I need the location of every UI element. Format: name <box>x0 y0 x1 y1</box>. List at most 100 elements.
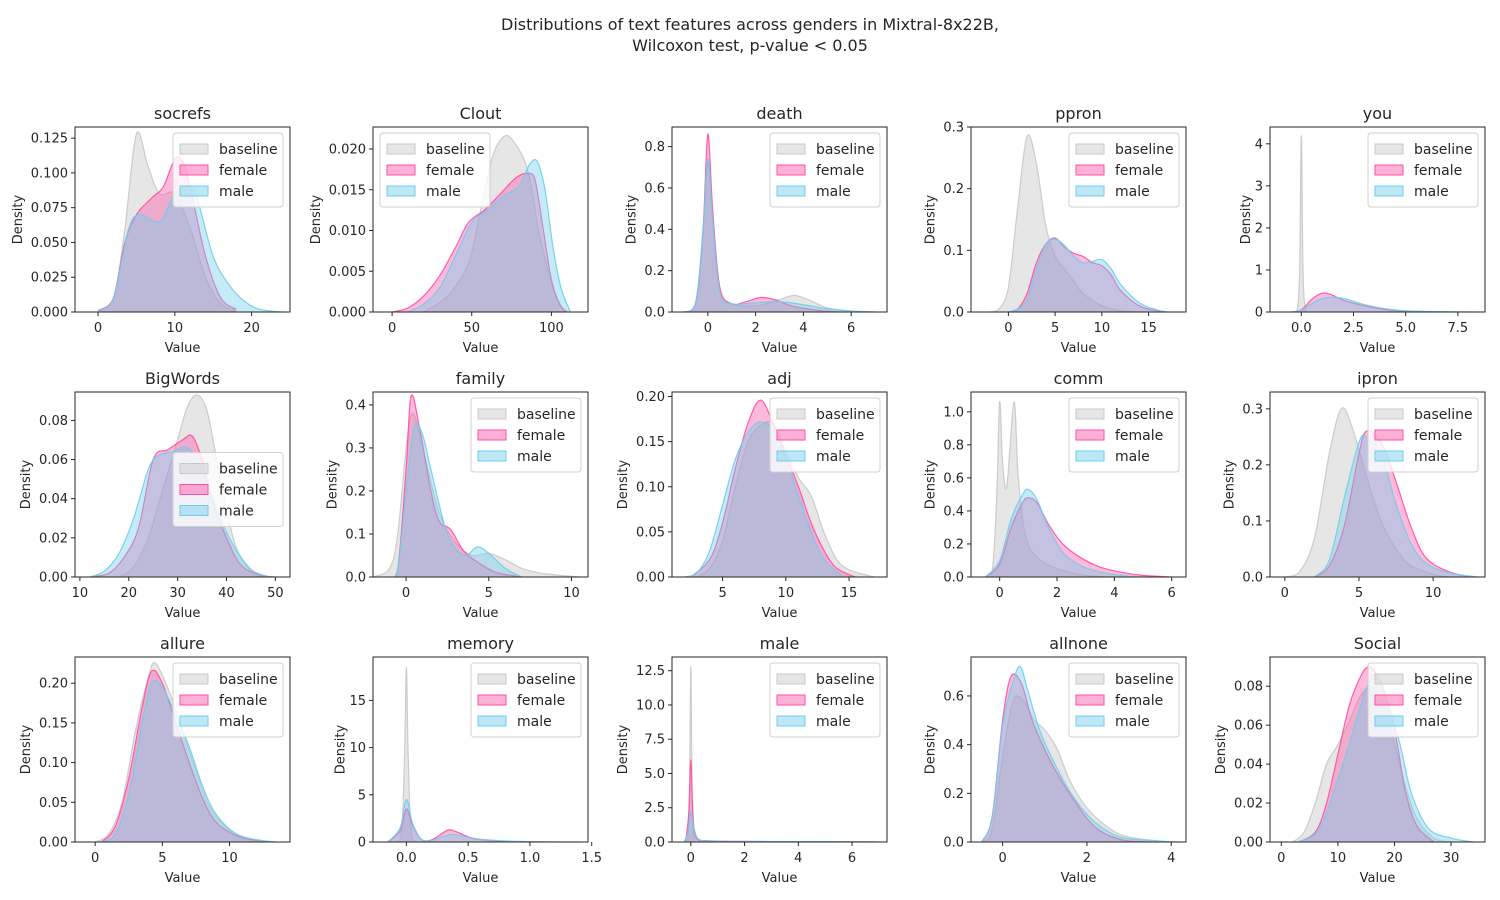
density-line-male <box>1290 296 1479 312</box>
y-tick-label: 0.2 <box>345 484 366 499</box>
density-line-female <box>89 434 276 577</box>
x-tick-label: 10 <box>221 851 238 866</box>
y-tick-label: 0.015 <box>329 183 366 198</box>
density-fill-male <box>684 421 843 577</box>
y-axis-label: Density <box>325 459 340 509</box>
x-tick-label: 100 <box>539 321 564 336</box>
y-tick-label: 0.0 <box>644 306 665 321</box>
x-axis-label: Value <box>762 341 798 356</box>
density-areas <box>391 134 572 312</box>
y-tick-label: 0.02 <box>1234 797 1263 812</box>
x-axis-label: Value <box>463 606 499 621</box>
legend-label-female: female <box>1115 693 1163 709</box>
density-fill-male <box>981 666 1180 842</box>
subplot-you: you 0.0 2.5 5.0 7.5 0 1 2 3 4 Value Density baseline… <box>1239 104 1486 356</box>
legend-swatch-female <box>1075 164 1105 176</box>
figure-suptitle: Distributions of text features across ge… <box>0 14 1500 56</box>
legend-box <box>1068 132 1180 208</box>
y-axis-label: Density <box>19 459 34 509</box>
subplot-title: ipron <box>1357 369 1398 388</box>
density-line-male <box>683 158 876 312</box>
y-tick-label: 0 <box>358 836 366 851</box>
y-tick-label: 0.2 <box>943 787 964 802</box>
subplot-allnone: allnone 0 2 4 0.0 0.2 0.4 0.6 Value Density baseli… <box>923 634 1187 886</box>
density-line-male <box>89 446 271 577</box>
legend: baseline female male <box>1068 662 1180 738</box>
axes-frame <box>74 656 291 843</box>
legend-swatch-baseline <box>477 673 507 685</box>
legend-label-male: male <box>1115 184 1150 200</box>
legend-swatch-male <box>1075 185 1105 197</box>
legend-swatch-female <box>1075 429 1105 441</box>
legend-swatch-male <box>1075 715 1105 727</box>
legend-swatch-female <box>179 164 209 176</box>
x-tick-label: 30 <box>1443 851 1460 866</box>
y-tick-label: 10.0 <box>636 698 665 713</box>
x-tick-label: 2.5 <box>1343 321 1364 336</box>
legend-label-female: female <box>517 428 565 444</box>
legend-label-male: male <box>1414 714 1449 730</box>
x-tick-label: 5 <box>485 586 493 601</box>
x-tick-label: 10 <box>778 586 795 601</box>
y-tick-label: 0.0 <box>943 306 964 321</box>
y-tick-label: 3 <box>1255 179 1263 194</box>
legend-label-male: male <box>1414 184 1449 200</box>
y-tick-label: 0.0 <box>1242 571 1263 586</box>
legend-label-baseline: baseline <box>1414 672 1473 688</box>
legend: baseline female male <box>1068 132 1180 208</box>
density-areas <box>984 401 1172 577</box>
x-tick-label: 10 <box>1094 321 1111 336</box>
subplot-male: male 0 2 4 6 0.0 2.5 5.0 7.5 10.0 12.5 Value Density… <box>616 634 888 886</box>
y-tick-label: 0.8 <box>644 140 665 155</box>
y-tick-label: 0.06 <box>1234 719 1263 734</box>
legend-label-baseline: baseline <box>1115 407 1174 423</box>
x-tick-label: 50 <box>267 586 284 601</box>
y-tick-label: 0.05 <box>39 796 68 811</box>
subplot-title: death <box>756 104 802 123</box>
axes-frame <box>671 126 888 313</box>
legend-swatch-baseline <box>179 143 209 155</box>
y-tick-label: 0.010 <box>329 224 366 239</box>
subplot-family: family 0 5 10 0.0 0.1 0.2 0.3 0.4 Value Density bas… <box>325 369 589 621</box>
subplot-title: Social <box>1354 634 1401 653</box>
legend-swatch-male <box>179 715 209 727</box>
legend: baseline female male <box>1367 132 1479 208</box>
density-fill-baseline <box>373 413 580 577</box>
y-tick-label: 0.20 <box>39 677 68 692</box>
x-tick-label: 2 <box>1053 586 1061 601</box>
subplot-adj: adj 5 10 15 0.00 0.05 0.10 0.15 0.20 Value Density… <box>616 369 888 621</box>
legend-label-female: female <box>1414 428 1462 444</box>
density-areas <box>989 134 1168 312</box>
density-areas <box>387 666 580 842</box>
density-fill-female <box>981 673 1151 842</box>
x-tick-label: 2 <box>740 851 748 866</box>
density-fill-male <box>389 422 522 577</box>
legend-swatch-baseline <box>1075 673 1105 685</box>
legend-label-female: female <box>1115 428 1163 444</box>
x-tick-label: 30 <box>169 586 186 601</box>
y-axis-label: Density <box>11 194 26 244</box>
legend-label-male: male <box>816 449 851 465</box>
legend-swatch-female <box>776 429 806 441</box>
legend-label-male: male <box>426 184 461 200</box>
legend-swatch-baseline <box>1075 408 1105 420</box>
subplot-title: BigWords <box>145 369 220 388</box>
legend-label-baseline: baseline <box>1115 672 1174 688</box>
subplot-title: ppron <box>1055 104 1101 123</box>
y-tick-label: 0.6 <box>644 181 665 196</box>
legend-swatch-male <box>179 185 209 197</box>
x-axis-label: Value <box>1061 341 1097 356</box>
density-fill-baseline <box>989 134 1140 312</box>
legend-swatch-female <box>776 164 806 176</box>
y-axis-label: Density <box>923 724 938 774</box>
x-tick-label: 6 <box>848 851 856 866</box>
legend-swatch-male <box>386 185 416 197</box>
subplot-ppron: ppron 0 5 10 15 0.0 0.1 0.2 0.3 Value Density basel… <box>923 104 1187 356</box>
y-tick-label: 0.025 <box>31 271 68 286</box>
legend-box <box>1367 397 1479 473</box>
y-tick-label: 0.125 <box>31 132 68 147</box>
axes-frame <box>1269 656 1486 843</box>
legend-box <box>172 662 284 738</box>
axes-frame <box>372 391 589 578</box>
legend-swatch-female <box>1374 164 1404 176</box>
